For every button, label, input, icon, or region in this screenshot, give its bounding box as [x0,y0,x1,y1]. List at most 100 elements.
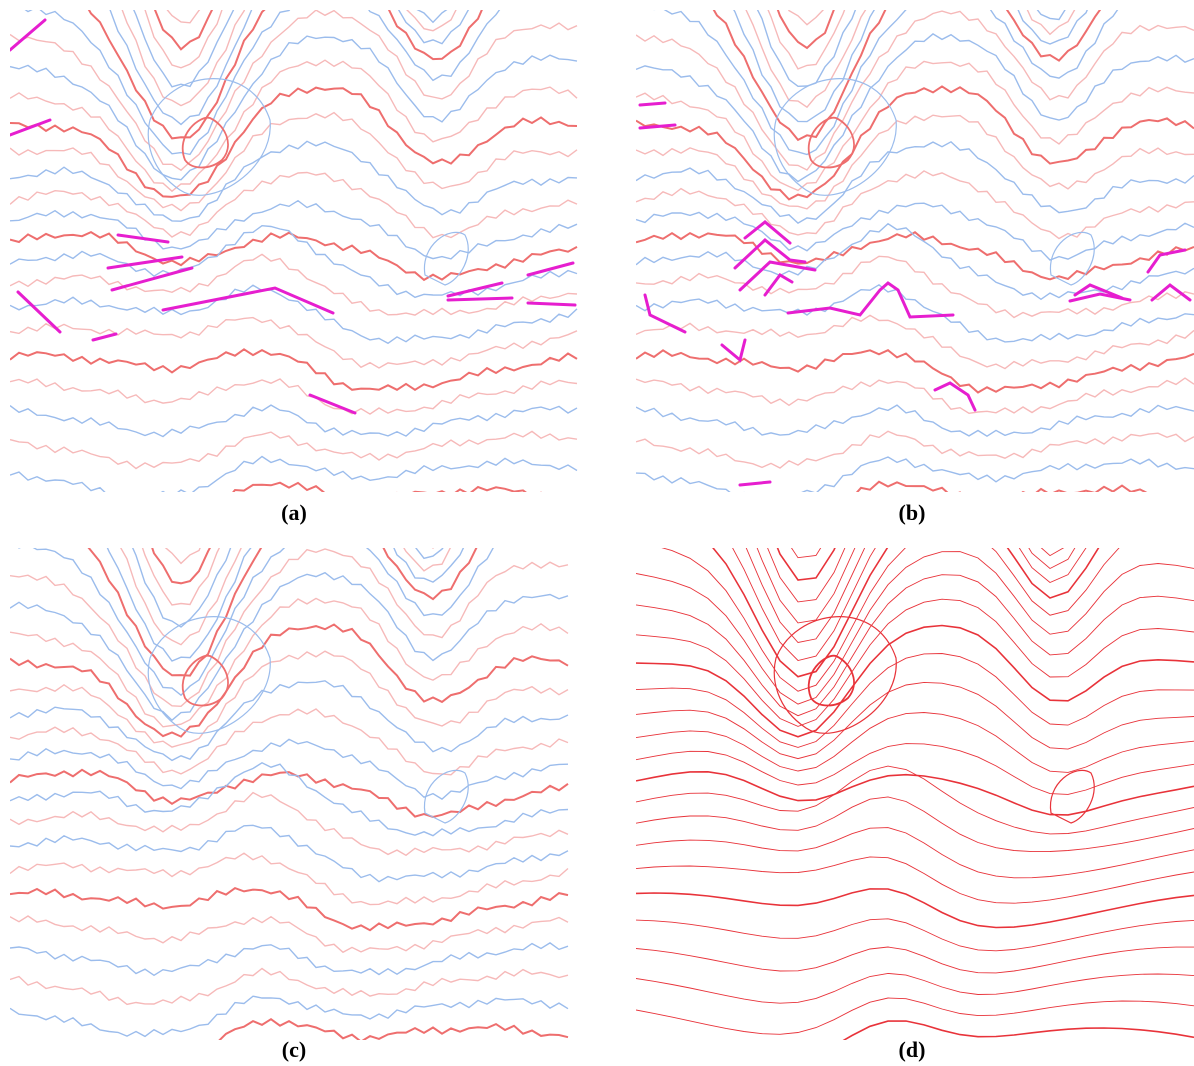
contour-line [10,681,568,761]
highlight-segment [310,395,355,413]
contour-line [636,766,1194,834]
contour-line [636,575,1194,716]
contour-line [636,61,1194,190]
contour-line [10,113,577,211]
contour-line [636,552,1194,705]
contour-line [636,0,1194,155]
contour-line [636,682,1194,758]
contour-line [10,793,568,856]
highlight-segment [722,340,745,360]
contour-line [636,772,1194,815]
contour-line [10,457,577,498]
contour-line [10,435,568,645]
contour-line [636,115,1194,209]
contour-line [636,438,1194,643]
contour-line [10,739,568,799]
contour-line [10,825,568,881]
highlight-segment [528,263,573,275]
contour-line [10,969,568,1005]
highlight-segment [935,383,975,410]
highlight-segment [640,103,665,105]
highlight-segment [1070,294,1130,301]
contour-line [10,88,577,197]
contour-line [636,973,1194,1003]
contour-loop [183,118,228,168]
contour-line [10,853,568,904]
highlight-segment [448,298,512,300]
panel-label: (b) [899,500,926,525]
contour-line [10,285,577,343]
contour-line [636,626,1194,737]
contour-line [10,0,577,106]
contour-line [10,10,577,170]
contour-line [10,351,568,584]
contour-line [636,0,1194,107]
contour-line [636,405,1194,436]
contour-line [10,651,568,747]
highlight-segment [1148,250,1185,272]
contour-line [10,60,577,191]
highlight-segment [528,303,575,305]
contour-line [636,34,1194,182]
contour-line [636,378,1194,413]
contour-line [10,888,568,930]
contour-line [10,0,577,49]
contour-line [636,350,1194,392]
contour-line [10,141,577,221]
highlight-segment [112,268,192,290]
contour-line [10,916,568,952]
highlight-segment [788,283,953,317]
panel-d [636,327,1194,1066]
contour-line [10,466,568,661]
contour-line [636,889,1194,928]
contour-line [636,919,1194,951]
contour-line [636,654,1194,748]
highlight-segment [18,292,60,332]
contour-line [10,770,568,817]
highlight-segment [93,334,116,340]
contour-line [10,201,577,259]
contour-line [636,857,1194,903]
contour-line [10,325,568,563]
contour-line [10,405,577,437]
panel-label: (c) [282,1037,306,1062]
contour-line [636,828,1194,878]
contour-line [636,431,1194,468]
contour-loop [424,770,468,823]
contour-line [10,996,568,1036]
contour-line [636,499,1194,677]
contour-line [636,86,1194,199]
contour-line [10,349,577,390]
panel-label: (a) [281,500,307,525]
highlight-segment [118,235,168,242]
contour-line [636,947,1194,973]
contour-line [10,709,568,775]
contour-line [10,573,568,721]
contour-line [10,232,577,280]
contour-line [636,457,1194,499]
highlight-segment [745,222,790,243]
contour-line [10,173,577,238]
contour-loop [774,617,896,734]
panel-label: (d) [899,1037,926,1062]
contour-line [10,943,568,975]
contour-line [636,171,1194,239]
highlight-segment [645,295,685,332]
contour-loop [809,118,854,168]
contour-line [636,744,1194,795]
contour-line [10,598,568,726]
figure: (a) (b) (c) (d) [0,0,1194,1066]
contour-line [636,713,1194,773]
highlight-segment [740,482,770,485]
panel-b [636,0,1194,557]
contour-line [636,468,1194,661]
contour-line [636,0,1194,69]
panel-a [10,0,577,558]
contour-line [636,142,1194,223]
contour-line [10,0,577,68]
contour-line [636,599,1194,726]
contour-line [10,625,568,737]
contour-line [636,797,1194,852]
contour-line [10,379,577,414]
highlight-segment [10,20,45,50]
